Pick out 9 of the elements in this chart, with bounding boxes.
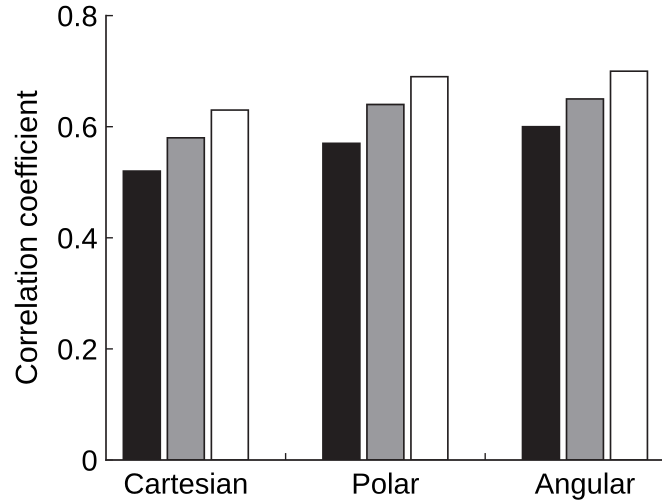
x-tick-label: Polar (354, 472, 419, 494)
x-tick-label: Angular (534, 472, 635, 500)
y-tick-label: 0.8 (58, 6, 96, 26)
x-tick-label: Cartesian (124, 472, 246, 494)
y-tick-label: 0.2 (58, 339, 96, 360)
y-tick-label: 0.4 (58, 228, 97, 249)
y-axis-title: Correlation coefficient (14, 90, 38, 384)
y-tick-label: 0 (82, 450, 97, 471)
y-tick-label: 0.6 (58, 116, 96, 138)
